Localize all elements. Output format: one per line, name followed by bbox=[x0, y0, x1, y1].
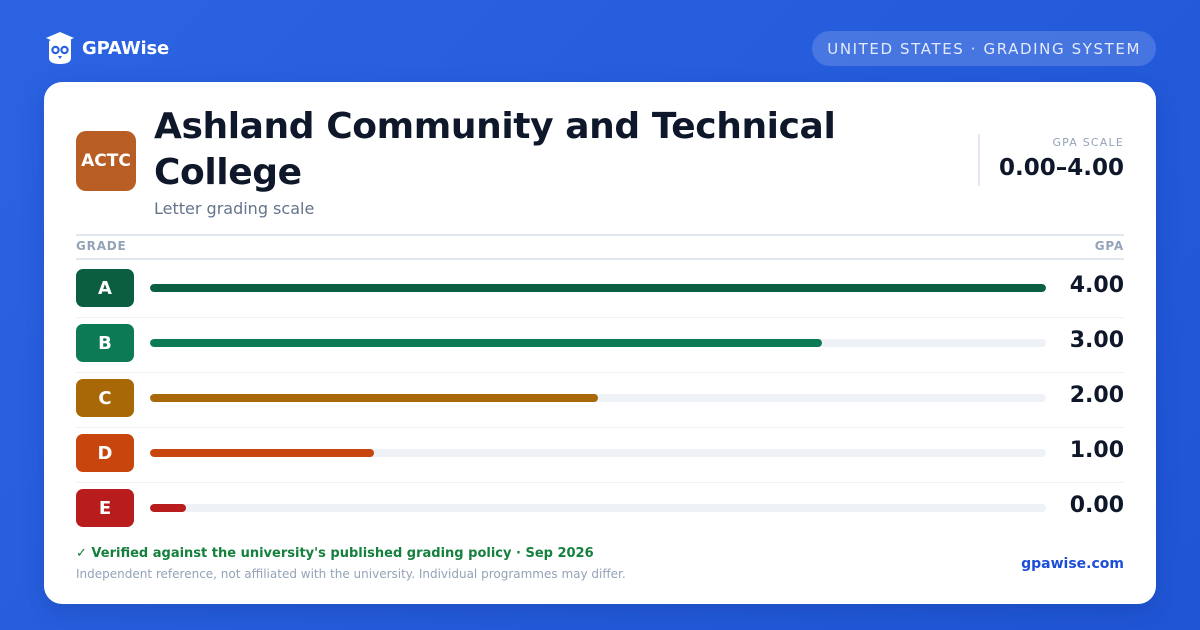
gpa-column-header: GPA bbox=[1094, 239, 1124, 253]
gpa-scale-value: 0.00–4.00 bbox=[999, 155, 1124, 181]
gpa-scale-summary: GPA SCALE 0.00–4.00 bbox=[978, 134, 1124, 186]
gpa-bar-fill bbox=[150, 504, 186, 512]
grade-row: A 4.00 bbox=[76, 263, 1124, 318]
verified-note: ✓ Verified against the university's publ… bbox=[76, 546, 594, 561]
grade-chip: A bbox=[76, 269, 134, 307]
gpa-scale-label: GPA SCALE bbox=[1052, 136, 1124, 149]
gpa-value: 2.00 bbox=[1069, 383, 1124, 408]
brand-name: GPAWise bbox=[82, 37, 169, 59]
scale-subtitle: Letter grading scale bbox=[154, 199, 315, 218]
gpa-bar-fill bbox=[150, 394, 598, 402]
grading-card: ACTC Ashland Community and Technical Col… bbox=[44, 82, 1156, 604]
gpa-value: 0.00 bbox=[1069, 493, 1124, 518]
gpa-bar-fill bbox=[150, 339, 822, 347]
grade-row: E 0.00 bbox=[76, 483, 1124, 538]
gpa-bar-fill bbox=[150, 284, 1046, 292]
gpa-bar-fill bbox=[150, 449, 374, 457]
gpa-value: 4.00 bbox=[1069, 273, 1124, 298]
region-badge: UNITED STATES · GRADING SYSTEM bbox=[812, 31, 1156, 66]
grade-column-header: GRADE bbox=[76, 239, 127, 253]
grade-chip: B bbox=[76, 324, 134, 362]
owl-logo-icon bbox=[46, 32, 74, 64]
grade-rows: A 4.00 B 3.00 C 2.00 D 1.00 E 0.00 bbox=[76, 263, 1124, 538]
top-bar: GPAWise UNITED STATES · GRADING SYSTEM bbox=[44, 28, 1156, 68]
grade-row: B 3.00 bbox=[76, 318, 1124, 373]
site-link[interactable]: gpawise.com bbox=[1021, 556, 1124, 572]
brand[interactable]: GPAWise bbox=[44, 30, 169, 66]
gpa-bar-track bbox=[150, 284, 1046, 292]
grade-chip: D bbox=[76, 434, 134, 472]
university-badge: ACTC bbox=[76, 131, 136, 191]
disclaimer-text: Independent reference, not affiliated wi… bbox=[76, 567, 626, 581]
university-name: Ashland Community and Technical College bbox=[154, 106, 836, 193]
gpa-value: 3.00 bbox=[1069, 328, 1124, 353]
gpa-bar-track bbox=[150, 449, 1046, 457]
grade-chip: E bbox=[76, 489, 134, 527]
gpa-bar-track bbox=[150, 339, 1046, 347]
grade-chip: C bbox=[76, 379, 134, 417]
grade-row: C 2.00 bbox=[76, 373, 1124, 428]
gpa-bar-track bbox=[150, 394, 1046, 402]
gpa-bar-track bbox=[150, 504, 1046, 512]
grade-row: D 1.00 bbox=[76, 428, 1124, 483]
gpa-value: 1.00 bbox=[1069, 438, 1124, 463]
table-header: GRADE GPA bbox=[76, 234, 1124, 260]
